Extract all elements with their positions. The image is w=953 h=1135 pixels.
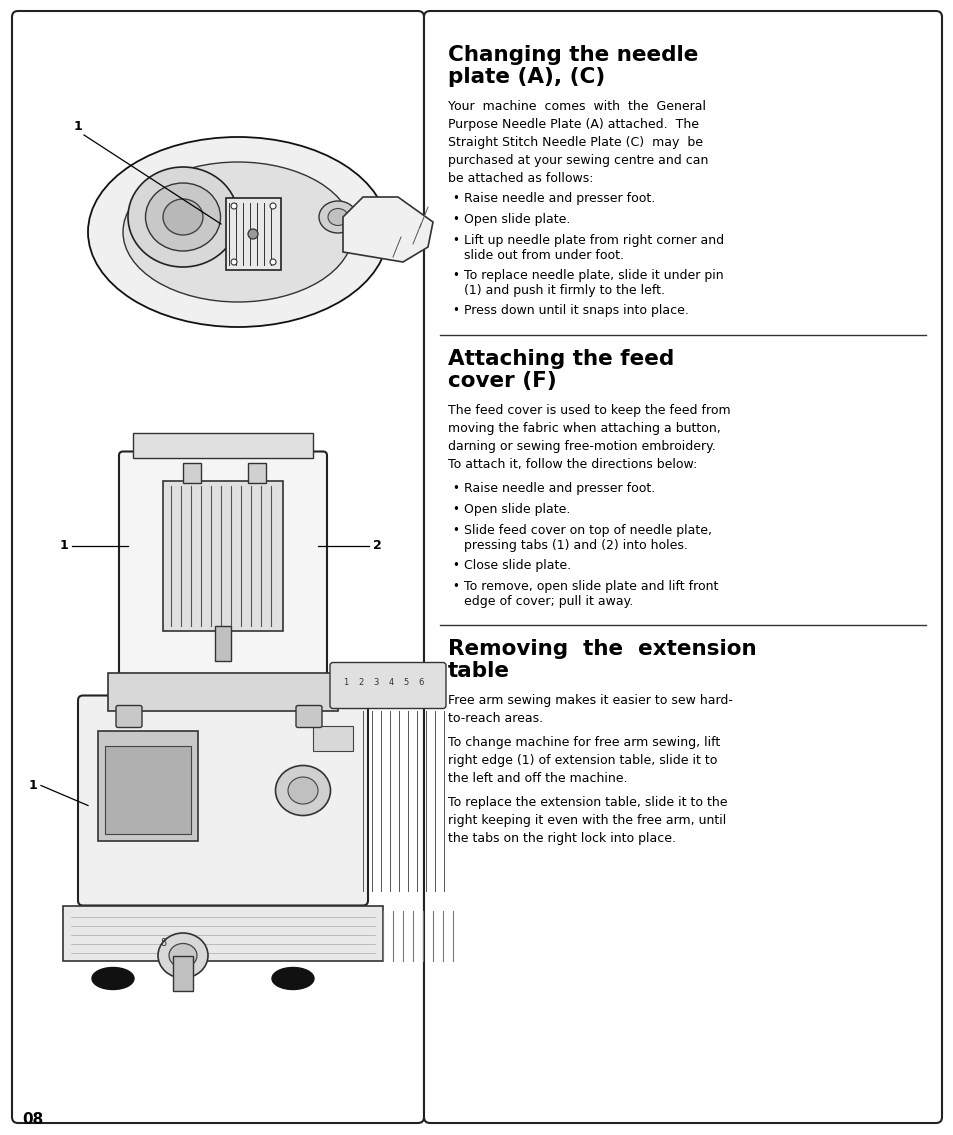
Bar [313, 725, 353, 750]
Ellipse shape [158, 933, 208, 978]
FancyBboxPatch shape [116, 706, 142, 728]
Ellipse shape [88, 137, 388, 327]
Text: 4: 4 [388, 678, 394, 687]
Bar [248, 462, 266, 482]
Text: •: • [452, 304, 458, 317]
FancyBboxPatch shape [119, 452, 327, 680]
Text: Free arm sewing makes it easier to sew hard-
to-reach areas.: Free arm sewing makes it easier to sew h… [448, 693, 732, 725]
Text: Your  machine  comes  with  the  General
Purpose Needle Plate (A) attached.  The: Your machine comes with the General Purp… [448, 100, 708, 185]
Text: To replace the extension table, slide it to the
right keeping it even with the f: To replace the extension table, slide it… [448, 796, 727, 844]
Circle shape [270, 203, 275, 209]
Ellipse shape [123, 162, 353, 302]
Polygon shape [343, 197, 433, 262]
Text: slide out from under foot.: slide out from under foot. [463, 249, 623, 262]
Text: plate (A), (C): plate (A), (C) [448, 67, 604, 87]
FancyBboxPatch shape [295, 706, 322, 728]
Text: •: • [452, 482, 458, 495]
FancyBboxPatch shape [78, 696, 368, 906]
Text: Attaching the feed: Attaching the feed [448, 348, 674, 369]
Ellipse shape [288, 777, 317, 804]
Text: •: • [452, 580, 458, 592]
Text: pressing tabs (1) and (2) into holes.: pressing tabs (1) and (2) into holes. [463, 539, 687, 552]
Bar [63, 906, 382, 960]
Text: 2: 2 [373, 539, 381, 552]
Text: To replace needle plate, slide it under pin: To replace needle plate, slide it under … [463, 269, 723, 281]
Text: Changing the needle: Changing the needle [448, 45, 698, 65]
Text: 2: 2 [358, 678, 363, 687]
Text: 1: 1 [343, 678, 348, 687]
Text: To change machine for free arm sewing, lift
right edge (1) of extension table, s: To change machine for free arm sewing, l… [448, 735, 720, 785]
Bar [183, 462, 201, 482]
Ellipse shape [318, 201, 356, 233]
Text: Slide feed cover on top of needle plate,: Slide feed cover on top of needle plate, [463, 524, 711, 537]
Circle shape [248, 229, 257, 239]
Text: Raise needle and presser foot.: Raise needle and presser foot. [463, 192, 655, 205]
FancyBboxPatch shape [330, 663, 446, 708]
FancyBboxPatch shape [12, 11, 423, 1123]
Text: The feed cover is used to keep the feed from
moving the fabric when attaching a : The feed cover is used to keep the feed … [448, 404, 730, 471]
Text: •: • [452, 213, 458, 226]
Ellipse shape [128, 167, 237, 267]
Bar [132, 432, 313, 457]
Ellipse shape [146, 183, 220, 251]
Circle shape [231, 259, 236, 264]
Bar [172, 956, 193, 991]
Ellipse shape [328, 209, 348, 226]
Bar [98, 731, 198, 841]
Text: 8: 8 [160, 938, 166, 948]
Text: Open slide plate.: Open slide plate. [463, 503, 570, 516]
Text: •: • [452, 560, 458, 572]
Bar [105, 746, 191, 833]
Text: Lift up needle plate from right corner and: Lift up needle plate from right corner a… [463, 234, 723, 247]
Ellipse shape [169, 943, 196, 967]
Text: 5: 5 [403, 678, 408, 687]
Text: cover (F): cover (F) [448, 371, 557, 390]
Text: 1: 1 [73, 120, 82, 134]
Bar [108, 673, 337, 711]
Text: •: • [452, 234, 458, 247]
Text: Press down until it snaps into place.: Press down until it snaps into place. [463, 304, 688, 317]
Text: 1: 1 [59, 539, 68, 552]
Text: •: • [452, 192, 458, 205]
Text: 6: 6 [417, 678, 423, 687]
Text: edge of cover; pull it away.: edge of cover; pull it away. [463, 595, 633, 608]
Ellipse shape [91, 967, 133, 990]
FancyBboxPatch shape [423, 11, 941, 1123]
Bar [226, 197, 281, 270]
Text: 3: 3 [373, 678, 378, 687]
Ellipse shape [163, 199, 203, 235]
Text: •: • [452, 503, 458, 516]
Text: •: • [452, 269, 458, 281]
Circle shape [231, 203, 236, 209]
Text: Close slide plate.: Close slide plate. [463, 560, 571, 572]
Bar [163, 480, 283, 631]
Bar [214, 625, 231, 661]
Text: To remove, open slide plate and lift front: To remove, open slide plate and lift fro… [463, 580, 718, 592]
Text: 08: 08 [22, 1112, 43, 1127]
Circle shape [270, 259, 275, 264]
Text: Raise needle and presser foot.: Raise needle and presser foot. [463, 482, 655, 495]
Text: 1: 1 [29, 779, 37, 792]
Text: (1) and push it firmly to the left.: (1) and push it firmly to the left. [463, 284, 664, 297]
Text: table: table [448, 661, 510, 681]
Ellipse shape [275, 765, 330, 816]
Text: •: • [452, 524, 458, 537]
Ellipse shape [272, 967, 314, 990]
Text: Open slide plate.: Open slide plate. [463, 213, 570, 226]
Text: Removing  the  extension: Removing the extension [448, 639, 756, 659]
